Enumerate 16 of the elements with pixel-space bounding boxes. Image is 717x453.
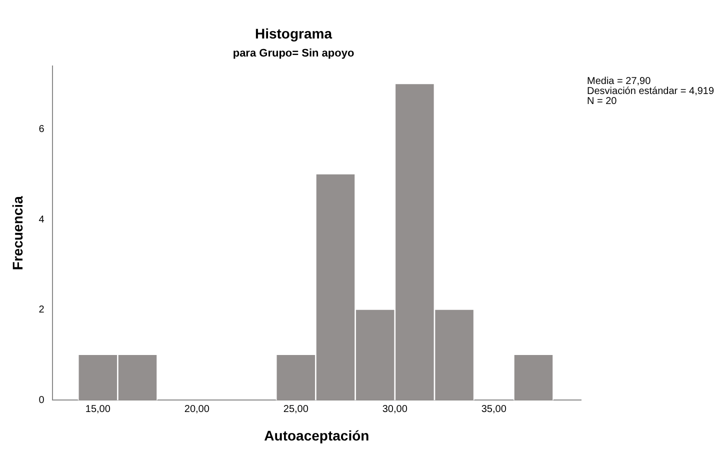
y-tick-label: 0 — [38, 394, 45, 406]
x-tick-label: 20,00 — [184, 404, 210, 415]
x-tick-label: 25,00 — [283, 404, 309, 415]
x-axis-title: Autoaceptación — [264, 427, 370, 444]
x-tick-label: 35,00 — [481, 404, 507, 415]
text: Media = 27,90 — [587, 76, 651, 87]
chart-subtitle: para Grupo= Sin apoyo — [232, 47, 354, 60]
text: N = 20 — [587, 96, 618, 107]
x-tick-label: 30,00 — [382, 404, 408, 415]
y-axis-title: Frecuencia — [9, 196, 26, 270]
y-tick-label: 6 — [38, 124, 45, 135]
y-tick-label: 4 — [38, 214, 45, 226]
y-tick-label: 2 — [38, 304, 45, 316]
text: Desviación estándar = 4,919 — [587, 86, 714, 97]
x-tick-label: 15,00 — [85, 404, 111, 415]
chart-title: Histograma — [254, 25, 332, 42]
